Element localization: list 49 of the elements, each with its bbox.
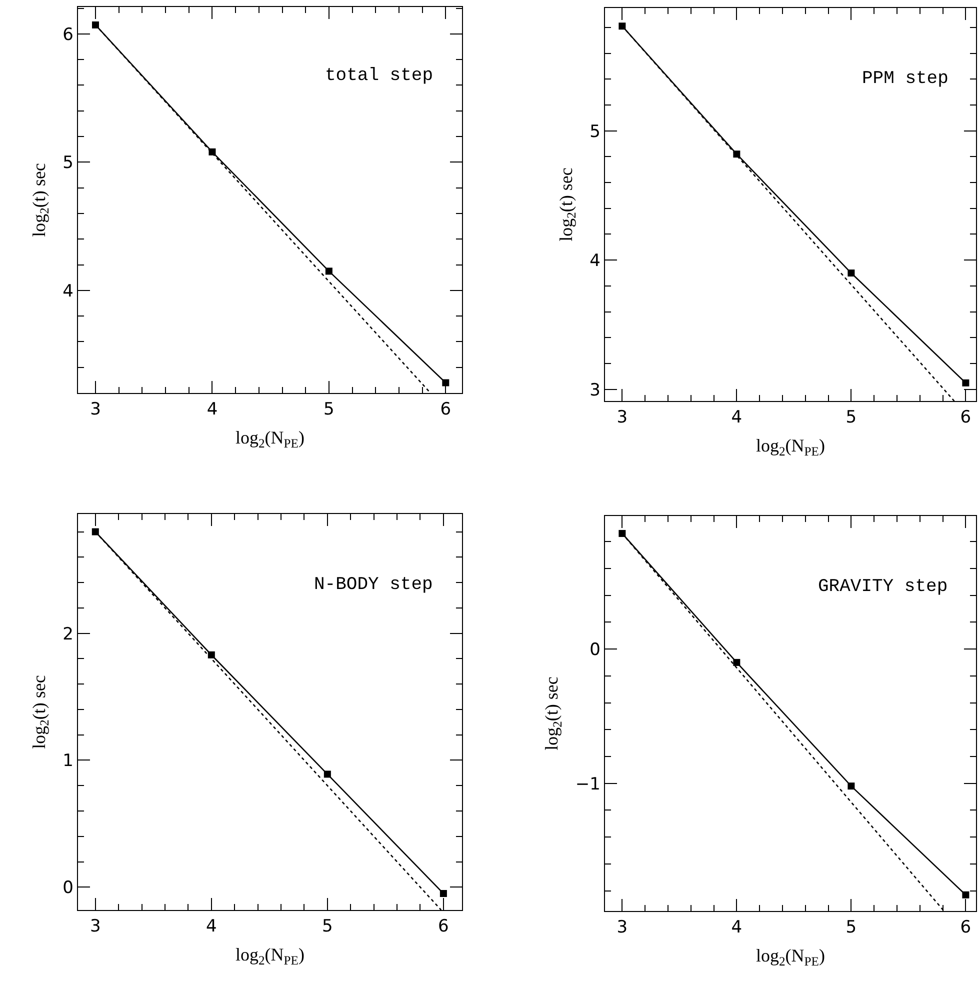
point <box>618 22 626 30</box>
x-axis-title: log$_{2}$(N$_{PE}$) <box>235 428 305 450</box>
y-tick-label: 2 <box>62 624 74 644</box>
annotation: total step <box>325 66 434 86</box>
x-tick-label: 5 <box>846 408 857 428</box>
x-tick-label: 3 <box>616 408 628 428</box>
point <box>440 890 447 897</box>
point <box>325 268 332 275</box>
annotation: PPM step <box>862 69 948 89</box>
x-tick-label: 5 <box>846 918 857 938</box>
x-tick-label: 4 <box>206 400 218 420</box>
x-tick-label: 3 <box>616 918 628 938</box>
annotation: N-BODY step <box>314 575 433 595</box>
y-tick-label: −1 <box>575 774 600 794</box>
x-tick-label: 3 <box>90 400 101 420</box>
y-tick-label: 3 <box>590 380 600 400</box>
y-tick-label: 5 <box>62 153 74 174</box>
x-tick-label: 6 <box>440 400 452 420</box>
x-tick-label: 6 <box>960 918 972 938</box>
x-tick-label: 4 <box>206 916 217 937</box>
y-tick-label: 0 <box>590 640 600 660</box>
y-tick-label: 5 <box>590 122 600 142</box>
point <box>733 658 740 666</box>
x-tick-label: 4 <box>731 408 742 428</box>
point <box>92 528 99 536</box>
point <box>848 782 855 790</box>
x-tick-label: 5 <box>324 400 334 420</box>
x-axis-title: log$_{2}$(N$_{PE}$) <box>756 436 826 458</box>
x-tick-label: 6 <box>438 916 449 937</box>
annotation: GRAVITY step <box>818 577 948 597</box>
point <box>324 770 331 778</box>
point <box>962 379 970 386</box>
y-tick-label: 4 <box>590 251 600 272</box>
y-tick-label: 0 <box>62 878 74 898</box>
point <box>442 379 450 386</box>
x-axis-title: log$_{2}$(N$_{PE}$) <box>756 946 826 968</box>
point <box>618 530 626 537</box>
point <box>962 891 970 898</box>
x-tick-label: 3 <box>90 916 101 937</box>
y-tick-label: 1 <box>62 751 74 772</box>
y-tick-label: 4 <box>62 281 74 302</box>
point <box>92 21 100 28</box>
point <box>208 651 215 658</box>
y-tick-label: 6 <box>62 24 74 45</box>
x-axis-title: log$_{2}$(N$_{PE}$) <box>235 944 305 968</box>
point <box>848 270 855 277</box>
x-tick-label: 4 <box>731 918 742 938</box>
x-tick-label: 6 <box>960 408 972 428</box>
x-tick-label: 5 <box>322 916 333 937</box>
